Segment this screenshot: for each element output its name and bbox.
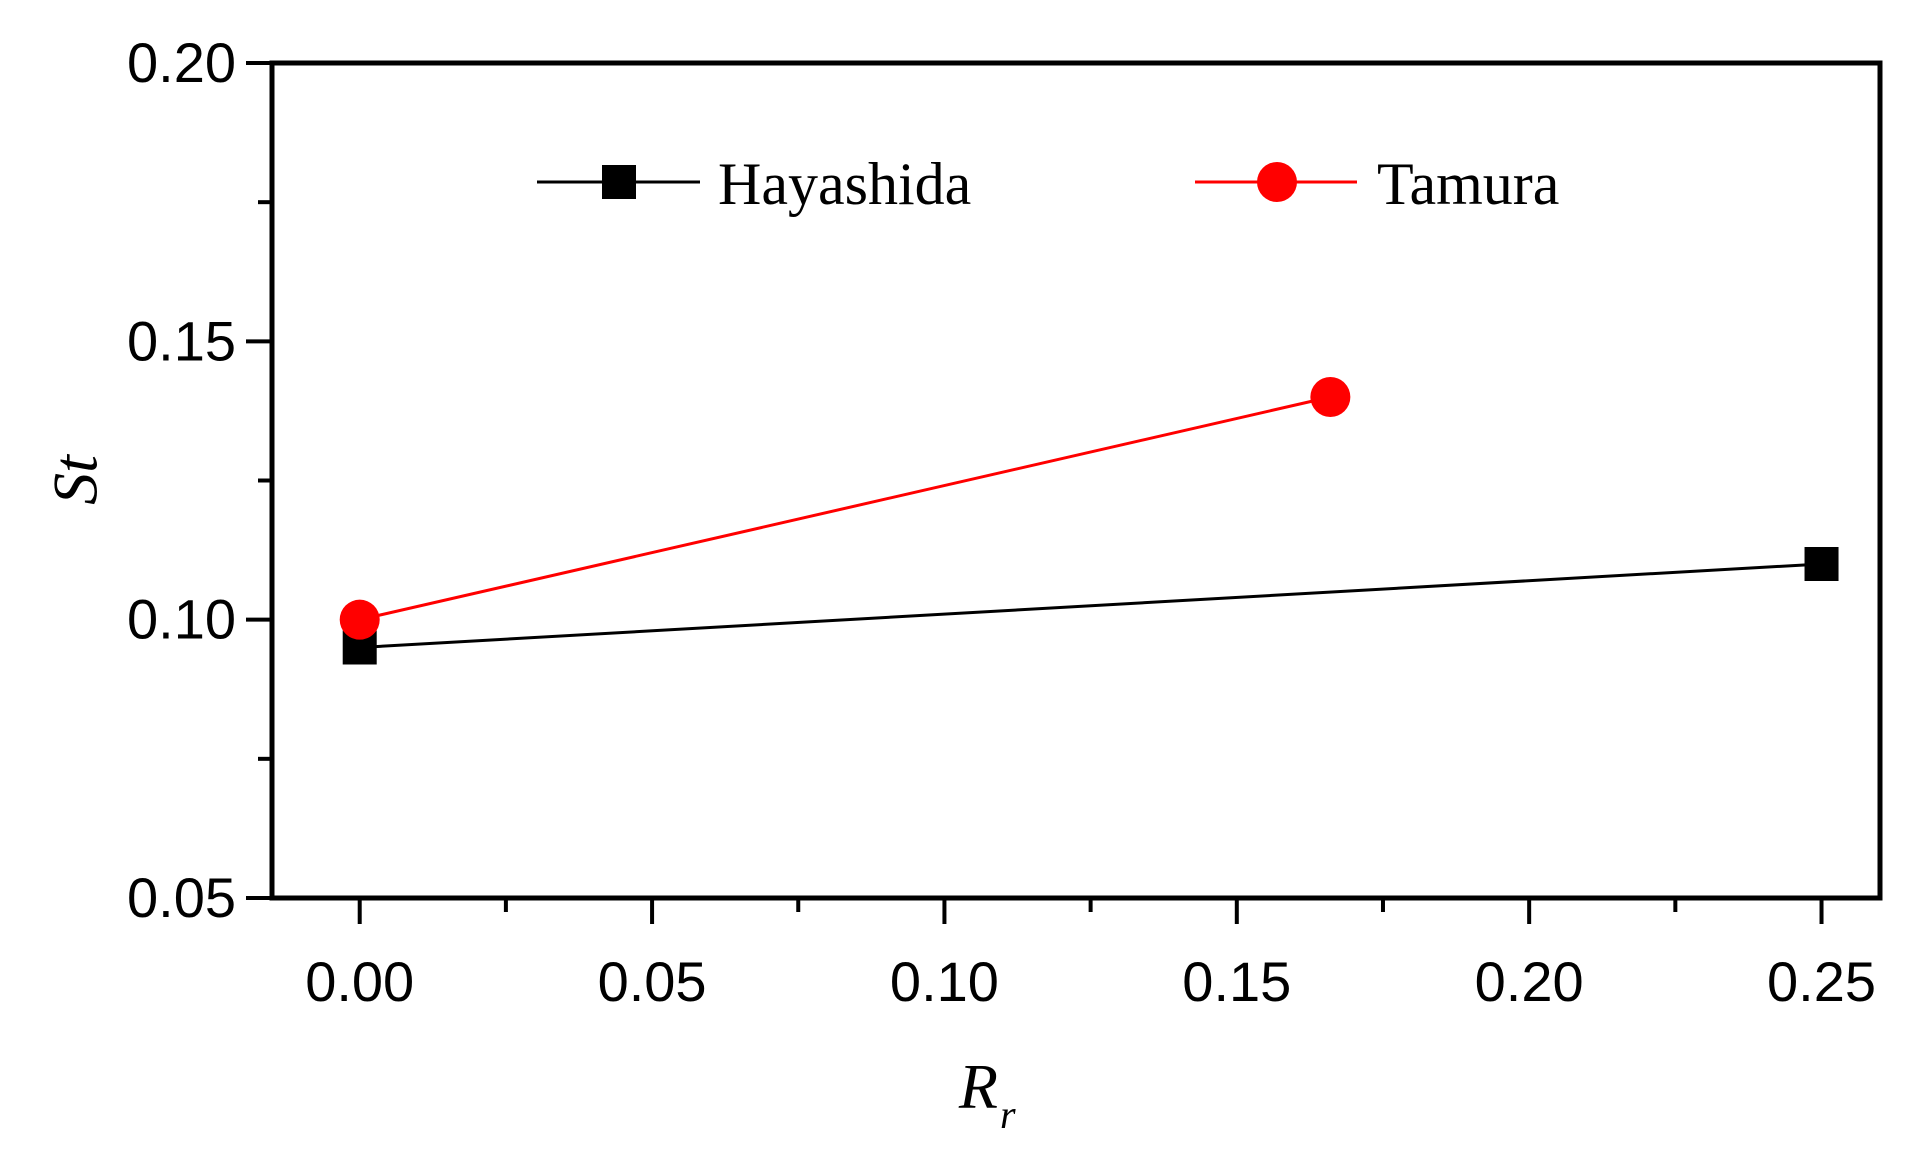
data-point-hayashida <box>1804 547 1839 581</box>
legend-item-hayashida: Hayashida <box>537 151 971 217</box>
data-point-tamura <box>1310 377 1351 417</box>
x-tick-label: 0.05 <box>598 950 707 1013</box>
x-tick-label: 0.25 <box>1767 950 1876 1013</box>
series-line-tamura <box>359 395 1331 622</box>
y-axis-title: St <box>40 453 111 505</box>
x-tick-label: 0.15 <box>1182 950 1291 1013</box>
legend-marker-square <box>602 165 636 199</box>
plot-frame <box>269 60 1883 901</box>
y-tick-label: 0.15 <box>127 309 236 372</box>
y-tick-label: 0.05 <box>127 866 236 929</box>
x-tick-label: 0.20 <box>1475 950 1584 1013</box>
x-tick-label: 0.10 <box>890 950 999 1013</box>
series-layer <box>339 377 1839 665</box>
y-tick-label: 0.10 <box>127 588 236 651</box>
legend-label-tamura: Tamura <box>1377 151 1559 217</box>
y-axis: 0.05 0.10 0.15 0.20 <box>127 31 272 929</box>
x-axis-title: R <box>958 1051 998 1122</box>
legend: Hayashida Tamura <box>537 151 1559 217</box>
legend-marker-circle <box>1257 162 1297 202</box>
legend-item-tamura: Tamura <box>1195 151 1559 217</box>
x-axis-title-subscript: r <box>1000 1092 1016 1137</box>
x-tick-label: 0.00 <box>305 950 414 1013</box>
data-point-tamura <box>339 599 380 640</box>
legend-label-hayashida: Hayashida <box>718 151 971 217</box>
x-axis: 0.00 0.05 0.10 0.15 0.20 0.25 <box>305 898 1876 1013</box>
y-tick-label: 0.20 <box>127 31 236 94</box>
series-line-hayashida <box>359 562 1822 649</box>
